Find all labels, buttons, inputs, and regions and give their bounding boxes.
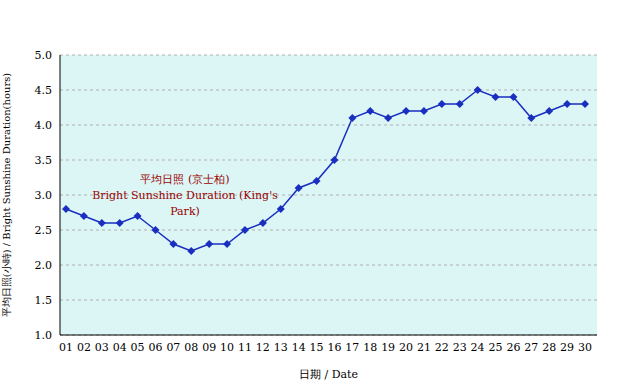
svg-text:3.0: 3.0 xyxy=(35,189,53,202)
svg-text:1.0: 1.0 xyxy=(35,329,53,342)
svg-text:30: 30 xyxy=(578,341,592,354)
svg-text:02: 02 xyxy=(77,341,91,354)
svg-text:1.5: 1.5 xyxy=(35,294,53,307)
svg-text:11: 11 xyxy=(238,341,252,354)
svg-text:20: 20 xyxy=(399,341,413,354)
svg-text:2.0: 2.0 xyxy=(35,259,53,272)
svg-text:21: 21 xyxy=(417,341,431,354)
svg-text:01: 01 xyxy=(59,341,73,354)
svg-text:日期 / Date: 日期 / Date xyxy=(299,368,358,381)
svg-text:18: 18 xyxy=(363,341,377,354)
svg-text:5.0: 5.0 xyxy=(35,49,53,62)
svg-text:2.5: 2.5 xyxy=(35,224,53,237)
svg-text:26: 26 xyxy=(506,341,520,354)
svg-text:15: 15 xyxy=(310,341,324,354)
svg-text:4.0: 4.0 xyxy=(35,119,53,132)
svg-text:29: 29 xyxy=(560,341,574,354)
svg-text:07: 07 xyxy=(166,341,180,354)
svg-text:4.5: 4.5 xyxy=(35,84,53,97)
svg-text:09: 09 xyxy=(202,341,216,354)
svg-text:10: 10 xyxy=(220,341,234,354)
svg-text:14: 14 xyxy=(292,341,306,354)
svg-text:22: 22 xyxy=(435,341,449,354)
svg-text:27: 27 xyxy=(524,341,538,354)
svg-text:19: 19 xyxy=(381,341,395,354)
svg-text:25: 25 xyxy=(489,341,503,354)
svg-text:08: 08 xyxy=(184,341,198,354)
svg-text:12: 12 xyxy=(256,341,270,354)
svg-text:平均日照(小時) / Bright Sunshine Dur: 平均日照(小時) / Bright Sunshine Duration(hour… xyxy=(8,73,12,318)
svg-text:05: 05 xyxy=(131,341,145,354)
html-text:平均日照 (京士柏): 平均日照 (京士柏) xyxy=(140,173,230,186)
svg-text:03: 03 xyxy=(95,341,109,354)
svg-text:28: 28 xyxy=(542,341,556,354)
svg-text:17: 17 xyxy=(345,341,359,354)
svg-text:16: 16 xyxy=(327,341,341,354)
svg-text:13: 13 xyxy=(274,341,288,354)
svg-text:24: 24 xyxy=(471,341,485,354)
svg-text:04: 04 xyxy=(113,341,127,354)
svg-text:23: 23 xyxy=(453,341,467,354)
html-text:Bright Sunshine Duration (King: Bright Sunshine Duration (King's Park) xyxy=(92,189,278,218)
svg-text:06: 06 xyxy=(148,341,162,354)
svg-text:3.5: 3.5 xyxy=(35,154,53,167)
